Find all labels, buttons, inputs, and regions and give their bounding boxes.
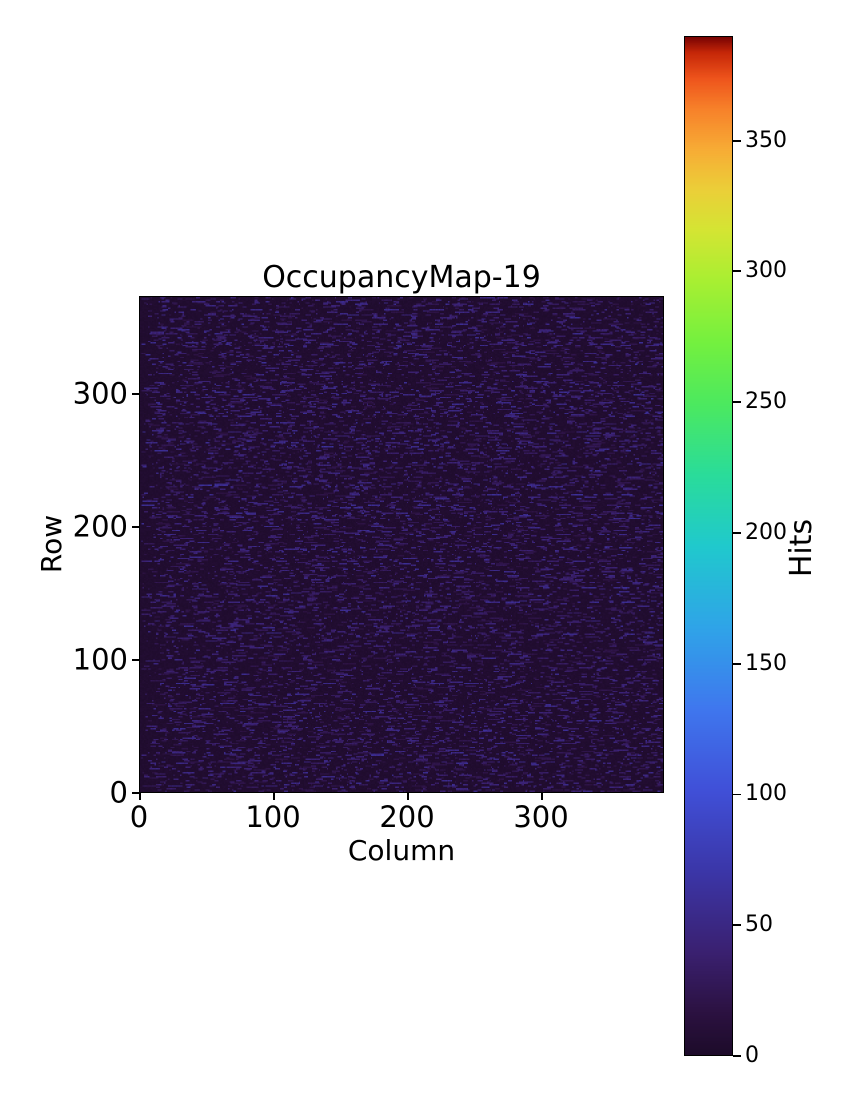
x-tick-mark	[273, 793, 275, 800]
colorbar-tick-label: 150	[745, 650, 787, 676]
colorbar-tick-mark	[733, 924, 741, 927]
y-tick-mark	[132, 393, 139, 395]
y-tick-mark	[132, 526, 139, 528]
x-tick-label: 0	[129, 800, 149, 834]
y-tick-label: 200	[72, 509, 128, 544]
x-tick-label: 300	[513, 800, 569, 834]
x-tick-mark	[541, 793, 543, 800]
y-axis-label: Row	[35, 514, 68, 574]
x-axis-label: Column	[347, 834, 456, 867]
colorbar-tick-label: 0	[745, 1043, 759, 1068]
colorbar-tick-mark	[733, 793, 741, 796]
y-tick-label: 300	[72, 376, 128, 411]
y-tick-label: 0	[109, 775, 128, 810]
colorbar-tick-mark	[733, 270, 741, 273]
colorbar-tick-mark	[733, 662, 741, 665]
colorbar-label: Hits	[784, 518, 819, 578]
colorbar-tick-label: 100	[745, 781, 787, 807]
colorbar-tick-mark	[733, 532, 741, 534]
colorbar-tick-label: 350	[745, 127, 787, 153]
x-tick-label: 100	[245, 800, 301, 834]
heatmap-plot-area[interactable]	[139, 296, 664, 793]
page-title: OccupancyMap-19	[262, 260, 541, 295]
colorbar-tick-mark	[733, 139, 741, 142]
y-tick-label: 100	[72, 642, 128, 677]
colorbar-tick-mark	[733, 1055, 741, 1057]
colorbar-tick-label: 300	[745, 258, 787, 284]
colorbar-tick-label: 200	[745, 519, 787, 545]
y-tick-mark	[132, 792, 139, 794]
colorbar[interactable]	[684, 36, 733, 1056]
heatmap-image	[140, 297, 663, 792]
colorbar-gradient	[685, 37, 732, 1055]
colorbar-tick-mark	[733, 401, 741, 404]
x-tick-mark	[407, 793, 409, 800]
y-tick-mark	[132, 659, 139, 661]
x-tick-label: 200	[379, 800, 435, 834]
colorbar-tick-label: 50	[745, 912, 773, 938]
colorbar-tick-label: 250	[745, 389, 787, 415]
x-tick-mark	[139, 793, 141, 800]
